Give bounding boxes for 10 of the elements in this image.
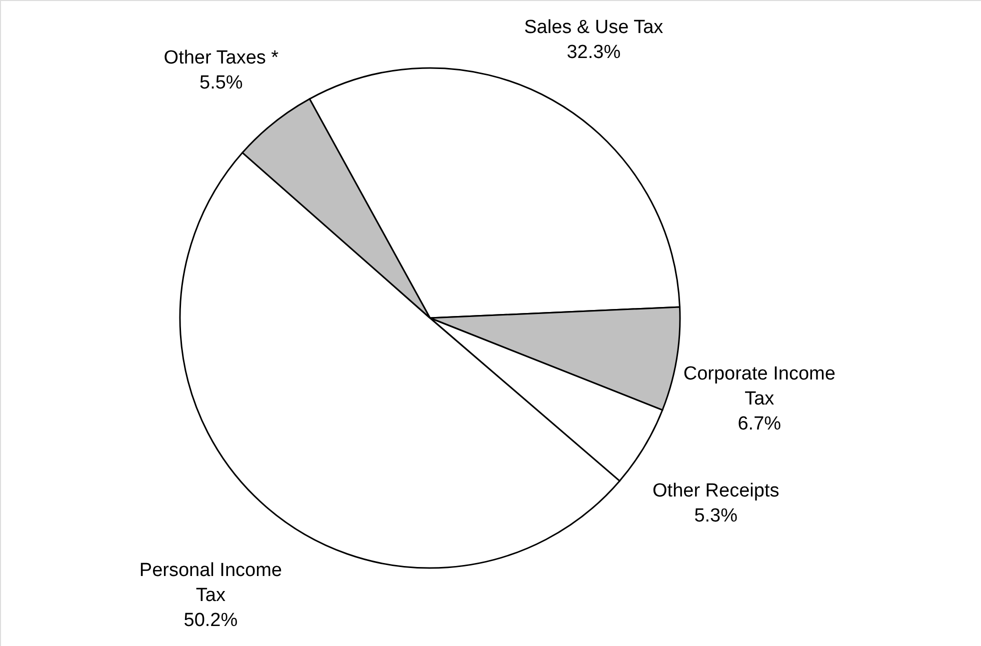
slice-label: Other Taxes *	[164, 47, 280, 68]
slice-label: Corporate Income Tax	[683, 363, 836, 410]
data-label: 5.3%	[694, 506, 738, 527]
slice-label: Sales & Use Tax	[524, 16, 664, 38]
data-label: 32.3%	[566, 42, 621, 63]
data-label: 6.7%	[738, 413, 782, 434]
slice-label: Other Receipts	[652, 480, 780, 502]
data-label: 5.5%	[200, 72, 243, 94]
data-label: 50.2%	[184, 610, 238, 631]
slice-label: Personal Income Tax	[139, 560, 282, 606]
